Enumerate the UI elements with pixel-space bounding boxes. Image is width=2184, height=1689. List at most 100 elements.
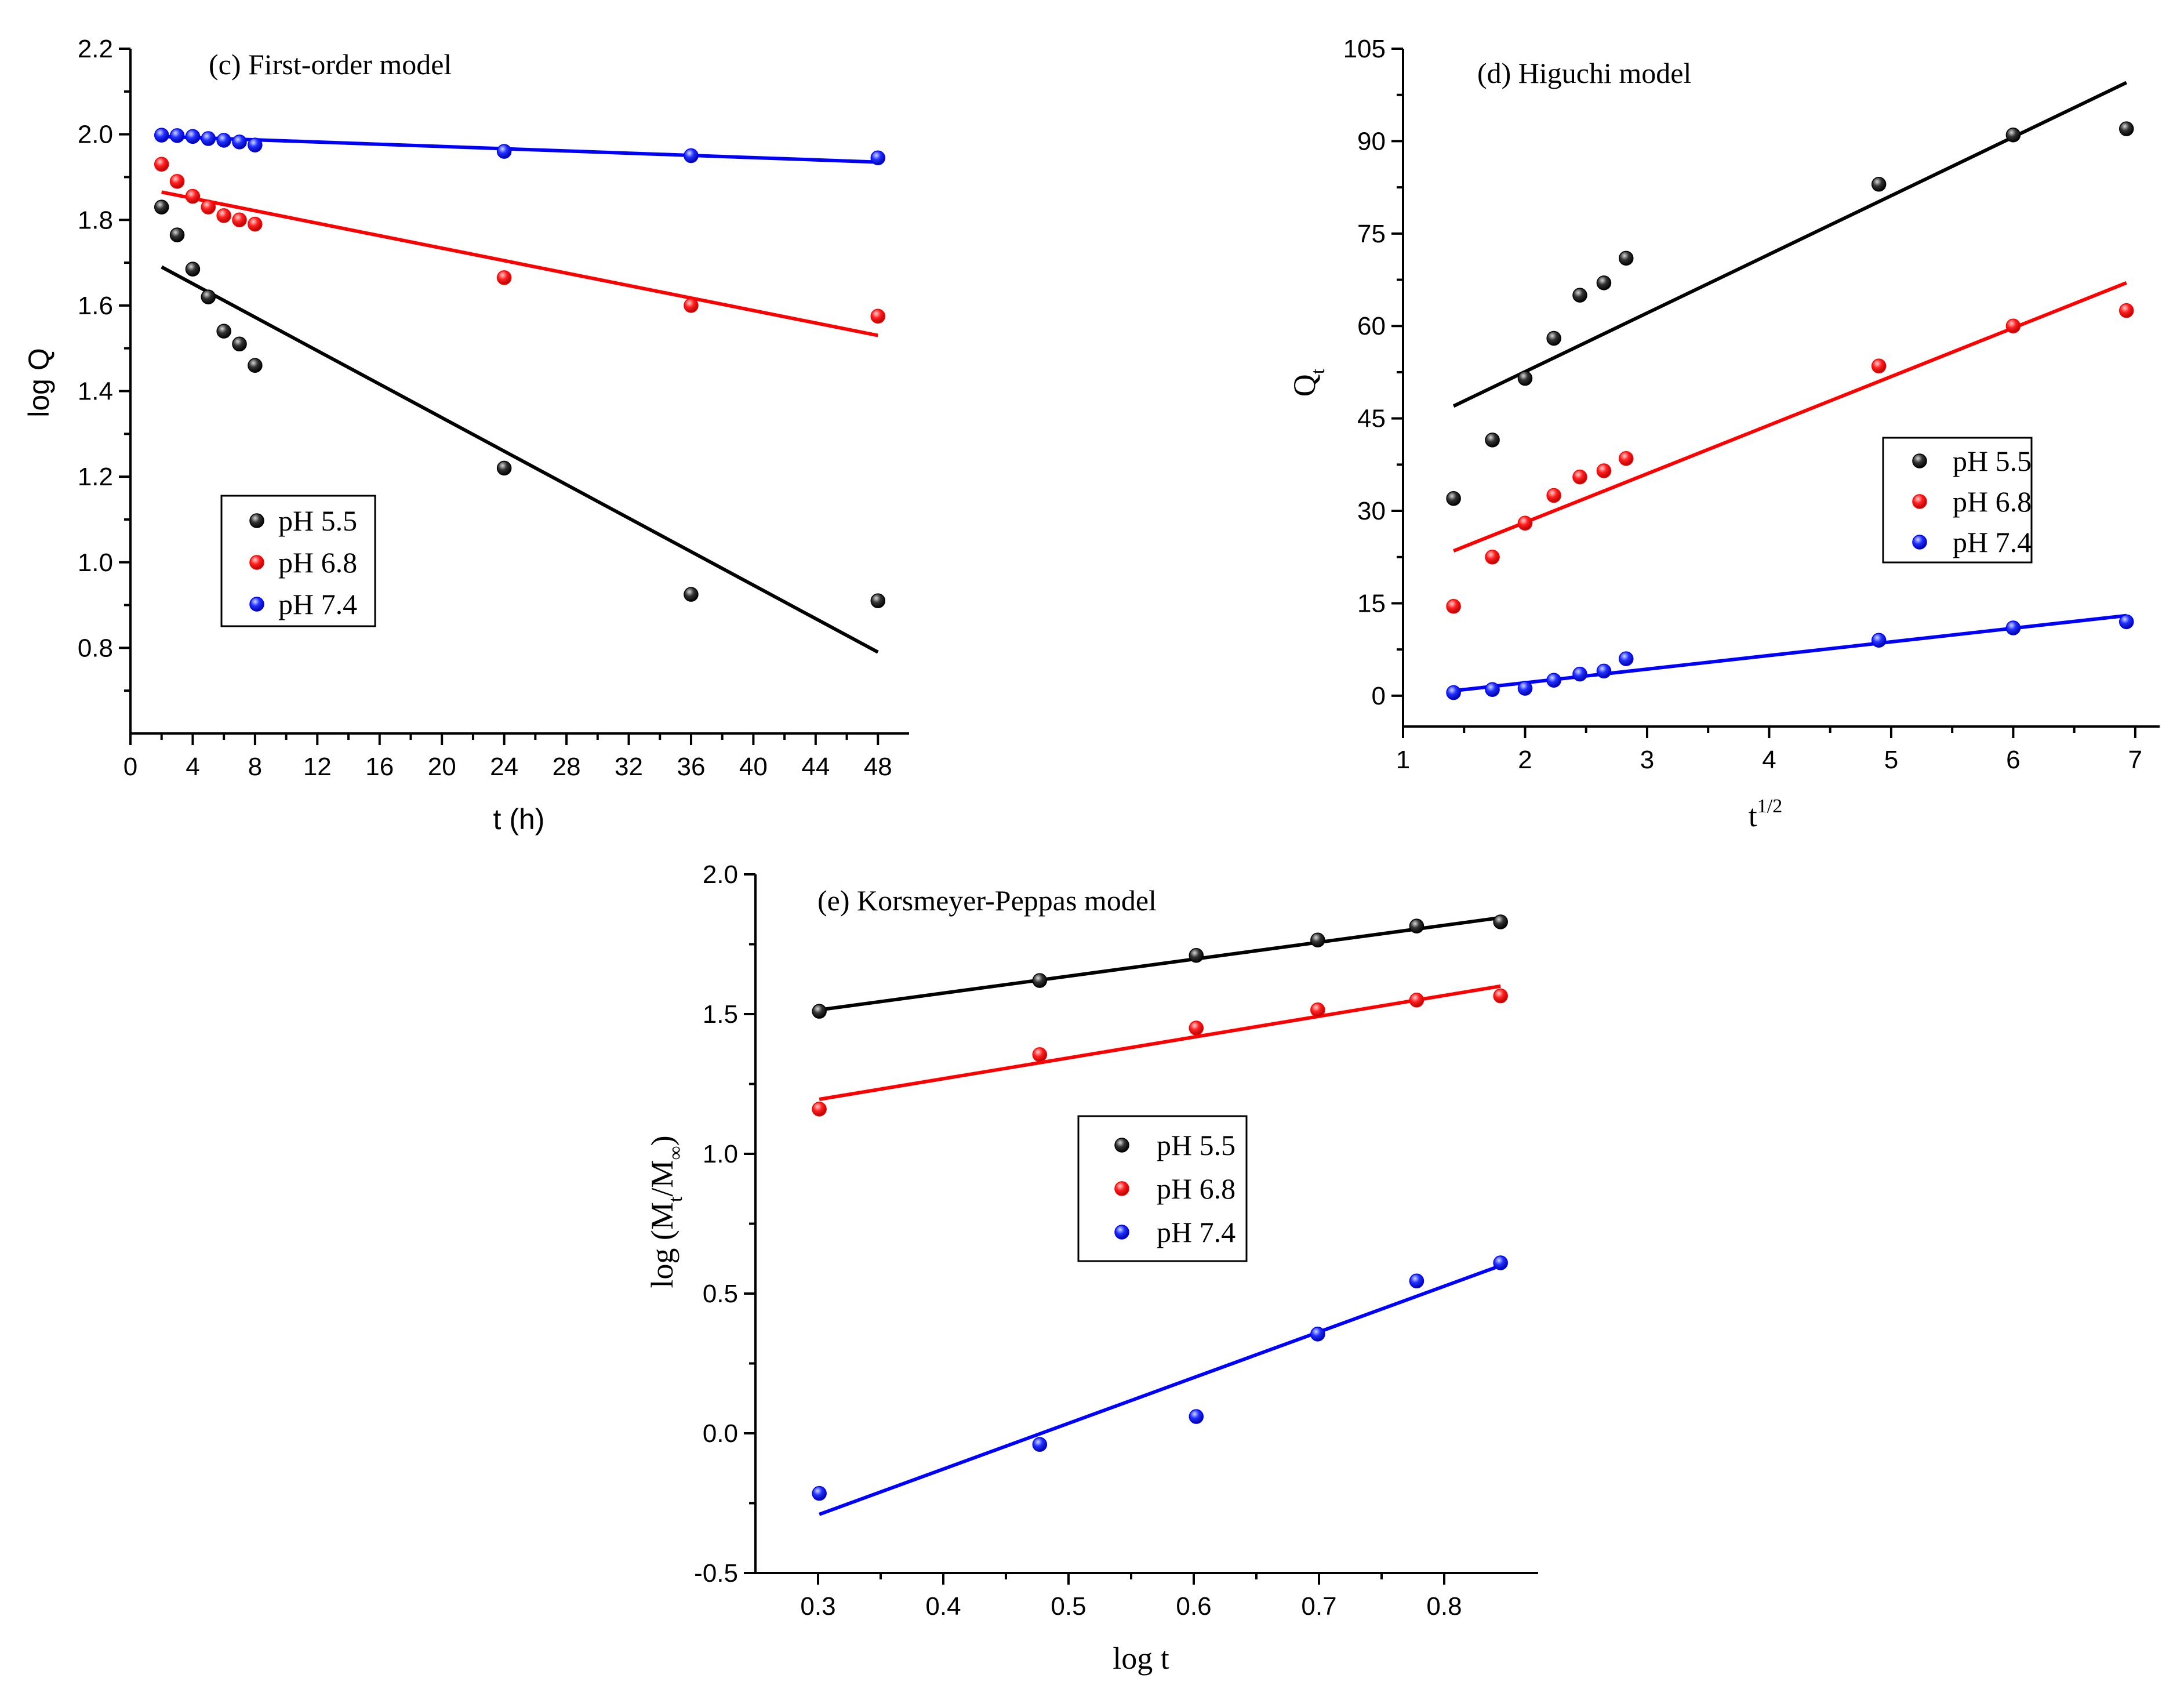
x-tick-label: 1 (1396, 746, 1410, 774)
data-point-ph-6-8 (1619, 451, 1634, 466)
y-tick-label: 1.2 (78, 463, 113, 491)
legend-marker-ph-6-8 (1114, 1181, 1129, 1196)
y-tick-label: -0.5 (694, 1559, 738, 1588)
data-point-ph-5-5 (1572, 288, 1587, 303)
data-point-ph-7-4 (185, 129, 201, 144)
y-tick-label: 2.0 (703, 860, 738, 889)
data-point-ph-7-4 (1546, 673, 1561, 688)
y-axis-part: ) (645, 1135, 679, 1146)
panel-title: (d) Higuchi model (1477, 57, 1691, 89)
x-tick-label: 36 (677, 753, 705, 781)
y-axis-part: /M (645, 1160, 679, 1197)
data-point-ph-5-5 (185, 261, 201, 277)
y-axis-title: log Q (23, 348, 55, 417)
x-tick-label: 32 (615, 753, 643, 781)
data-point-ph-7-4 (812, 1485, 827, 1501)
x-tick-label: 12 (303, 753, 332, 781)
legend-label-ph-7-4: pH 7.4 (278, 588, 357, 620)
data-point-ph-7-4 (248, 137, 263, 152)
x-tick-label: 40 (739, 753, 768, 781)
data-point-ph-5-5 (1517, 371, 1533, 386)
data-point-ph-5-5 (248, 358, 263, 373)
data-point-ph-5-5 (1871, 177, 1887, 192)
x-tick-label: 0.3 (800, 1592, 835, 1621)
data-point-ph-7-4 (1871, 633, 1887, 648)
data-point-ph-7-4 (169, 128, 185, 143)
fit-line-ph-7-4 (161, 135, 878, 164)
panel-title: (c) First-order model (209, 48, 452, 81)
data-point-ph-5-5 (1485, 433, 1500, 448)
data-point-ph-6-8 (232, 212, 247, 227)
y-axis-title: Qt (1287, 368, 1329, 397)
data-point-ph-7-4 (1409, 1273, 1424, 1289)
data-point-ph-5-5 (2118, 121, 2134, 136)
data-point-ph-6-8 (1572, 469, 1587, 485)
data-point-ph-5-5 (1409, 918, 1424, 934)
data-point-ph-5-5 (1189, 948, 1204, 963)
data-point-ph-6-8 (496, 270, 512, 285)
x-tick-label: 2 (1518, 746, 1532, 774)
data-point-ph-6-8 (185, 188, 201, 204)
x-axis-title: t (h) (493, 803, 545, 836)
y-axis-part: log (M (645, 1202, 679, 1288)
y-axis-subscript: t (1307, 368, 1329, 374)
x-tick-label: 0.8 (1426, 1592, 1462, 1621)
y-tick-label: 2.0 (78, 121, 113, 149)
data-point-ph-6-8 (201, 199, 216, 215)
legend: pH 5.5 pH 6.8 pH 7.4 (1882, 437, 2033, 564)
data-point-ph-5-5 (812, 1004, 827, 1019)
data-point-ph-7-4 (2118, 614, 2134, 630)
x-axis-title: log t (1113, 1641, 1169, 1676)
chart-panel-first-order: (c) First-order model 0 4 8 12 16 20 24 28 32 36 4… (23, 35, 909, 836)
data-point-ph-7-4 (684, 148, 699, 164)
legend-marker-ph-7-4 (1114, 1225, 1129, 1240)
legend-marker-ph-6-8 (1912, 494, 1927, 509)
legend-label-ph-5-5: pH 5.5 (278, 504, 357, 537)
legend-label-ph-7-4: pH 7.4 (1157, 1216, 1235, 1248)
data-point-ph-5-5 (232, 336, 247, 352)
fit-line-ph-6-8 (161, 190, 878, 337)
x-tick-label: 48 (864, 753, 892, 781)
data-point-ph-6-8 (248, 216, 263, 232)
data-point-ph-6-8 (1032, 1047, 1048, 1062)
legend-label-ph-6-8: pH 6.8 (1157, 1172, 1235, 1205)
data-point-ph-7-4 (1517, 681, 1533, 696)
y-axis-title: log (Mt/M∞) (645, 1135, 686, 1288)
data-point-ph-7-4 (1596, 663, 1612, 679)
y-tick-label: 30 (1357, 497, 1386, 525)
data-point-ph-7-4 (2005, 620, 2021, 635)
data-point-ph-5-5 (684, 587, 699, 602)
data-point-ph-7-4 (1619, 651, 1634, 666)
data-point-ph-6-8 (216, 208, 231, 223)
x-tick-label: 6 (2006, 746, 2020, 774)
y-tick-label: 2.2 (78, 35, 113, 63)
data-point-ph-6-8 (1596, 463, 1612, 478)
data-point-ph-5-5 (169, 227, 185, 242)
legend-label-ph-5-5: pH 5.5 (1953, 445, 2032, 477)
y-axis-base: Q (1287, 374, 1322, 397)
x-tick-label: 4 (1762, 746, 1776, 774)
data-point-ph-6-8 (169, 174, 185, 189)
x-axis-title: t1/2 (1749, 796, 1782, 833)
x-tick-label: 0.4 (925, 1592, 961, 1621)
y-tick-label: 0.0 (703, 1419, 738, 1448)
data-point-ph-5-5 (154, 199, 169, 215)
data-point-ph-7-4 (1310, 1327, 1325, 1342)
data-point-ph-6-8 (1517, 515, 1533, 531)
data-point-ph-7-4 (232, 135, 247, 150)
x-tick-label: 0 (123, 753, 137, 781)
data-point-ph-5-5 (1619, 250, 1634, 266)
legend-box (220, 495, 376, 627)
x-tick-label: 7 (2128, 746, 2142, 774)
y-tick-label: 105 (1343, 35, 1386, 63)
x-tick-label: 4 (186, 753, 199, 781)
data-point-ph-7-4 (1189, 1409, 1204, 1424)
x-tick-label: 20 (428, 753, 456, 781)
y-tick-label: 90 (1357, 127, 1386, 155)
data-point-ph-7-4 (1493, 1255, 1508, 1270)
y-tick-label: 0.5 (703, 1280, 738, 1308)
legend-label-ph-6-8: pH 6.8 (278, 546, 357, 579)
data-point-ph-5-5 (1032, 973, 1048, 988)
y-tick-label: 1.4 (78, 377, 113, 406)
